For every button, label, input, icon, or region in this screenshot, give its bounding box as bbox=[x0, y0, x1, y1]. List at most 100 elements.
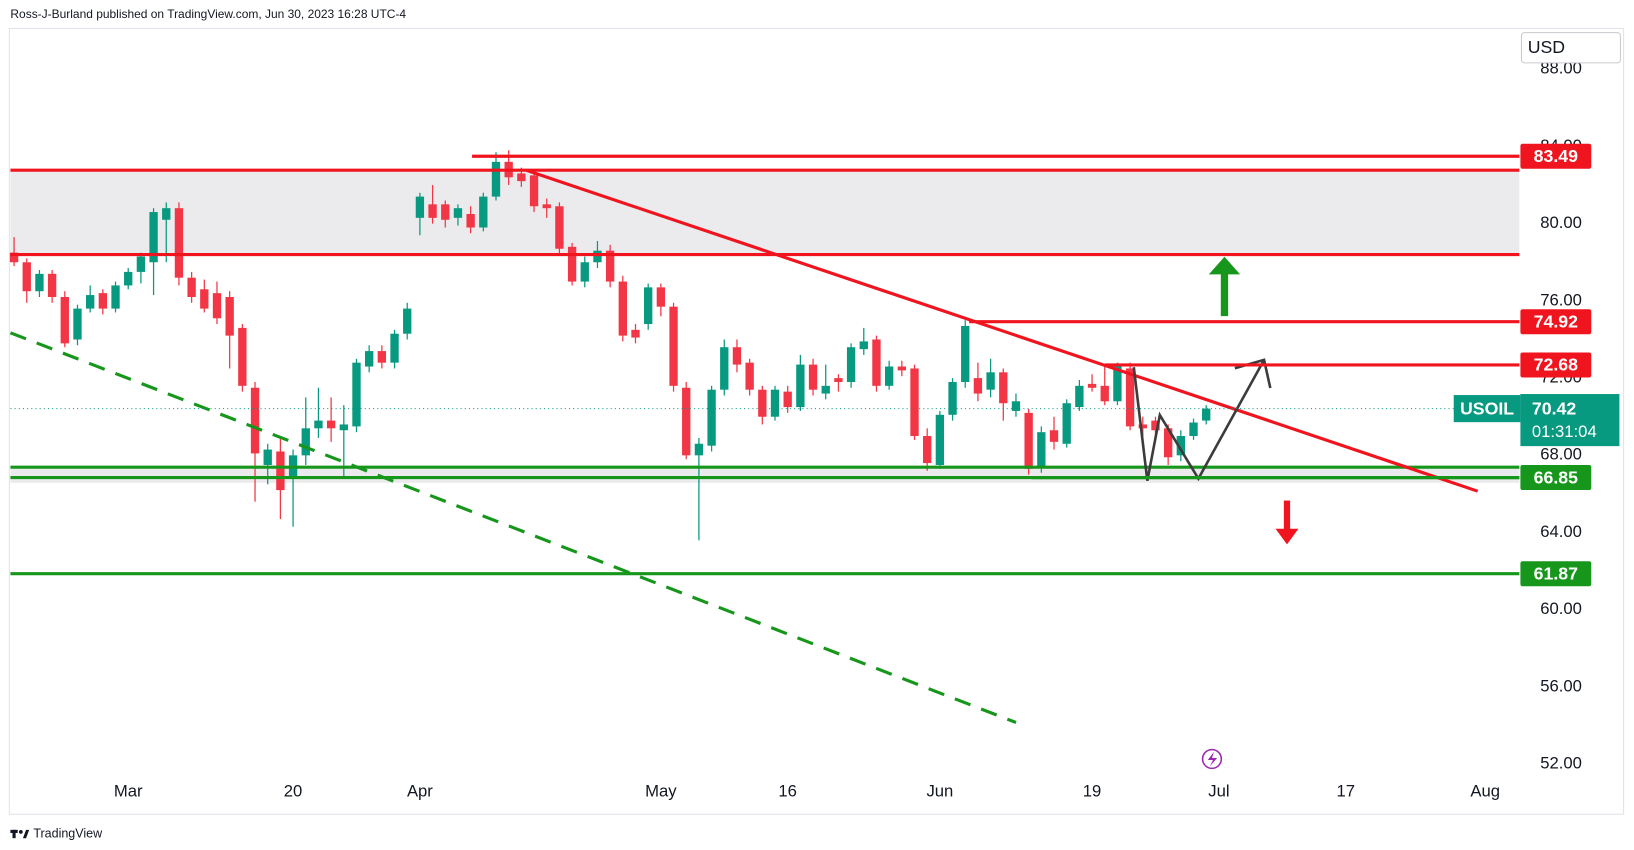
candle-body bbox=[250, 387, 260, 454]
candle-body bbox=[872, 339, 881, 386]
candle-body bbox=[783, 391, 792, 408]
brand: TradingView bbox=[33, 826, 103, 840]
candle-body bbox=[187, 277, 196, 298]
candle-body bbox=[720, 347, 729, 390]
candle-body bbox=[403, 308, 412, 334]
candle-body bbox=[111, 285, 120, 309]
last-price-label: 70.42 bbox=[1532, 398, 1576, 418]
frame bbox=[8, 27, 1625, 815]
candle-body bbox=[707, 389, 716, 446]
candle-body bbox=[428, 204, 437, 218]
x-tick-label: Jul bbox=[1208, 782, 1229, 801]
candle-body bbox=[479, 196, 488, 228]
level-tag bbox=[1520, 561, 1592, 587]
candle-body bbox=[859, 341, 868, 350]
candle-body bbox=[910, 368, 919, 437]
candle-body bbox=[1087, 383, 1097, 388]
candle-body bbox=[1125, 368, 1135, 427]
candle-body bbox=[923, 436, 932, 464]
candle-body bbox=[263, 449, 272, 465]
candle-body bbox=[694, 443, 704, 456]
candle-body bbox=[821, 385, 830, 394]
logo-mark bbox=[22, 829, 30, 839]
level-label: 66.85 bbox=[1534, 467, 1578, 487]
x-tick-label: 19 bbox=[1083, 782, 1102, 801]
projection-path bbox=[1132, 359, 1266, 482]
level-tag bbox=[1520, 352, 1592, 378]
candle-body bbox=[441, 204, 450, 220]
candle-body bbox=[1037, 432, 1046, 467]
x-tick-label: Jun bbox=[926, 782, 953, 801]
candle-body bbox=[682, 387, 691, 456]
candle-body bbox=[491, 161, 501, 197]
candle-body bbox=[808, 364, 818, 390]
x-tick-label: 16 bbox=[778, 782, 797, 801]
candle-body bbox=[301, 428, 310, 456]
events-icon[interactable] bbox=[1201, 748, 1223, 770]
x-tick-label: 17 bbox=[1336, 782, 1355, 801]
candle-body bbox=[390, 333, 399, 363]
y-tick-label: 52.00 bbox=[1540, 754, 1582, 773]
logo-mark bbox=[18, 830, 23, 834]
candle-body bbox=[276, 451, 285, 491]
x-tick-label: Apr bbox=[407, 782, 433, 801]
candle-body bbox=[453, 208, 463, 218]
candle-body bbox=[212, 293, 222, 319]
candle-body bbox=[567, 246, 577, 282]
candle-body bbox=[669, 306, 678, 386]
y-tick-label: 56.00 bbox=[1540, 676, 1582, 695]
candle-body bbox=[238, 327, 247, 386]
up-arrow-head bbox=[1208, 256, 1241, 275]
candle-body bbox=[1100, 385, 1109, 402]
level-label: 61.87 bbox=[1534, 563, 1578, 583]
candle-body bbox=[618, 281, 627, 336]
candle-body bbox=[98, 293, 108, 309]
candle-body bbox=[1163, 428, 1173, 458]
candle-body bbox=[124, 271, 133, 286]
candle-body bbox=[1138, 424, 1147, 429]
candle-body bbox=[149, 212, 158, 263]
candle-body bbox=[339, 424, 348, 431]
candle-body bbox=[1113, 366, 1122, 402]
candle-body bbox=[377, 351, 387, 363]
candle-body bbox=[656, 287, 666, 307]
currency: USD bbox=[1528, 37, 1565, 57]
y-tick-label: 60.00 bbox=[1540, 599, 1582, 618]
symbol-label: USOIL bbox=[1460, 398, 1514, 418]
candle-body bbox=[1151, 420, 1160, 431]
candle-body bbox=[961, 325, 970, 382]
currency-box[interactable] bbox=[1520, 32, 1621, 64]
level-label: 83.49 bbox=[1534, 146, 1578, 166]
candle-body bbox=[85, 295, 95, 309]
candle-body bbox=[846, 347, 856, 382]
y-tick-label: 64.00 bbox=[1540, 522, 1582, 541]
candle-body bbox=[935, 414, 945, 465]
header: Ross-J-Burland published on TradingView.… bbox=[10, 7, 406, 21]
candles bbox=[9, 150, 1211, 541]
candle-body bbox=[73, 308, 82, 340]
x-tick-label: Mar bbox=[114, 782, 143, 801]
dashed-trend-line bbox=[9, 331, 1017, 724]
y-tick-label: 80.00 bbox=[1540, 213, 1582, 232]
candle-body bbox=[326, 420, 336, 429]
candle-body bbox=[174, 208, 184, 278]
candle-body bbox=[200, 289, 209, 309]
level-tag bbox=[1520, 309, 1592, 335]
level-tag bbox=[1520, 143, 1592, 169]
x-tick-label: 20 bbox=[284, 782, 303, 801]
candle-body bbox=[542, 204, 551, 209]
candle-body bbox=[986, 372, 995, 390]
resistance-zone bbox=[10, 170, 1520, 255]
candle-body bbox=[973, 378, 983, 394]
candle-body bbox=[22, 262, 31, 292]
candle-body bbox=[1176, 436, 1186, 456]
candle-body bbox=[758, 389, 767, 417]
levels: 83.49 74.92 72.68 66.85 61.87 USOIL 70.42 01:31… bbox=[10, 143, 1620, 587]
last-price-tag bbox=[1520, 394, 1620, 447]
candle-body bbox=[948, 381, 957, 415]
candle-body bbox=[365, 351, 374, 367]
down-arrow-head bbox=[1275, 528, 1299, 545]
